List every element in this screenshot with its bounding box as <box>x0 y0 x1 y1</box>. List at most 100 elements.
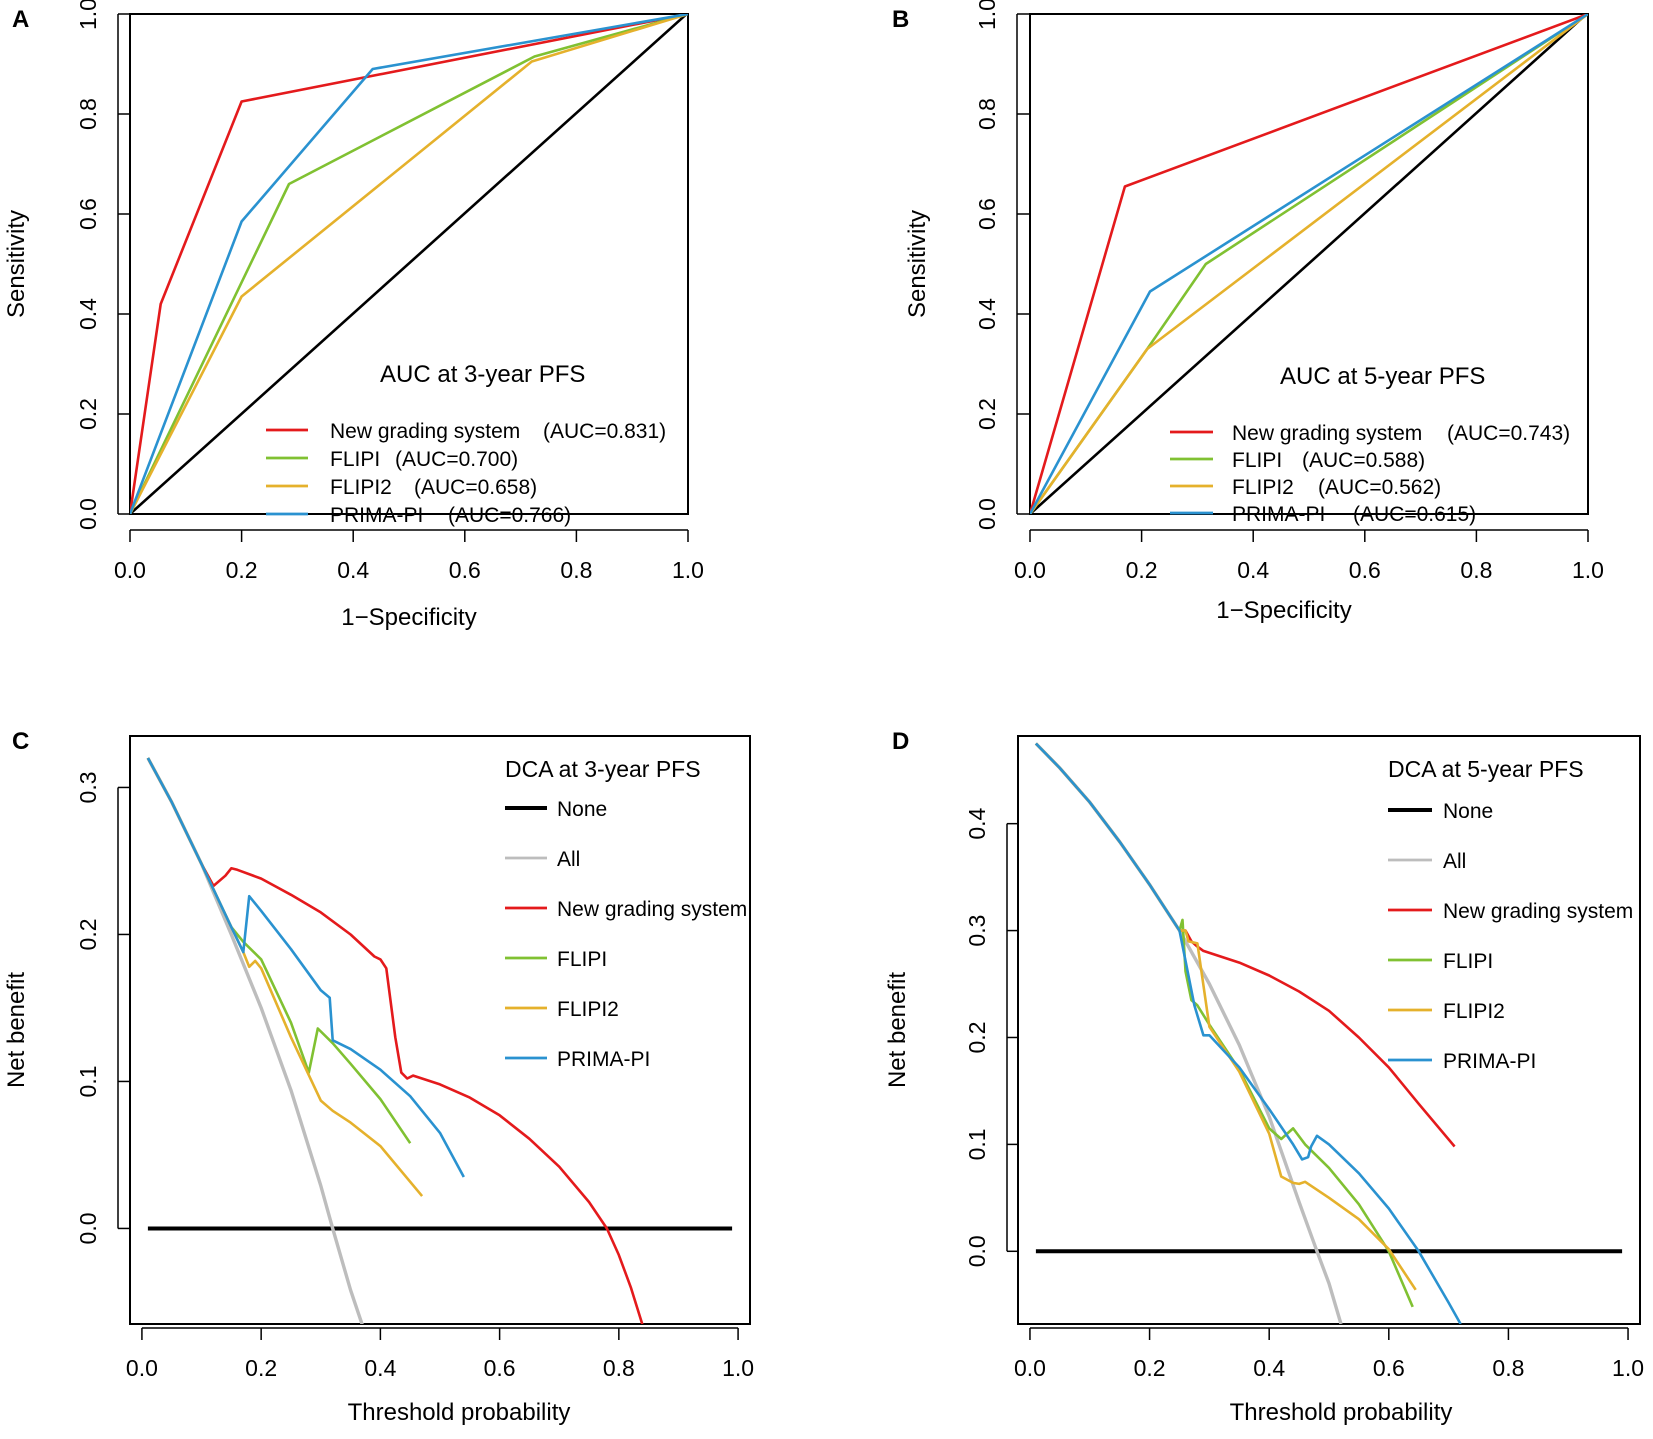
x-tick-label: 0.0 <box>114 557 146 583</box>
y-axis-title: Sensitivity <box>3 210 30 318</box>
x-tick-label: 0.2 <box>226 557 258 583</box>
x-tick-label: 1.0 <box>672 557 704 583</box>
legend-label: FLIPI2 <box>1232 476 1294 499</box>
x-tick-label: 0.0 <box>126 1355 158 1381</box>
legend-label: PRIMA-PI <box>330 504 423 527</box>
x-tick-label: 0.6 <box>1349 557 1381 583</box>
legend-auc: (AUC=0.831) <box>543 420 666 443</box>
panel-a: A 0.0 0.2 0.4 0.6 0.8 1.0 0.0 0.2 0.4 0.6 0.8 1.0 1−S… <box>3 0 704 631</box>
legend-label: All <box>1443 850 1466 873</box>
series-line-flipi2 <box>1030 14 1588 514</box>
legend-label: New grading system <box>330 420 520 443</box>
legend-label: PRIMA-PI <box>1443 1050 1536 1073</box>
y-tick-label: 0.2 <box>974 398 1000 430</box>
panel-d: D 0.0 0.2 0.4 0.6 0.8 1.0 0.0 0.1 0.2 0.3 0.4 Thresh… <box>884 728 1644 1426</box>
x-tick-label: 0.2 <box>1134 1355 1166 1381</box>
x-tick-label: 0.2 <box>245 1355 277 1381</box>
y-tick-label: 0.0 <box>964 1235 990 1267</box>
y-axis-title: Net benefit <box>884 972 911 1088</box>
y-tick-label: 0.2 <box>75 918 101 950</box>
x-tick-label: 0.6 <box>1373 1355 1405 1381</box>
series-line-prima-pi <box>130 14 688 514</box>
x-tick-label: 0.8 <box>560 557 592 583</box>
x-tick-label: 0.4 <box>1253 1355 1285 1381</box>
legend-label: None <box>1443 800 1493 823</box>
x-axis-title: 1−Specificity <box>341 604 476 631</box>
legend-label: New grading system <box>557 898 747 921</box>
x-axis-title: Threshold probability <box>348 1399 571 1426</box>
legend-auc: (AUC=0.743) <box>1447 422 1570 445</box>
x-tick-label: 1.0 <box>722 1355 754 1381</box>
y-tick-label: 0.3 <box>75 771 101 803</box>
x-tick-label: 0.0 <box>1014 1355 1046 1381</box>
legend-label: None <box>557 798 607 821</box>
legend-label: FLIPI2 <box>330 476 392 499</box>
x-tick-label: 0.8 <box>1492 1355 1524 1381</box>
series-line-prima-pi <box>146 757 465 1178</box>
plot-frame <box>1029 13 1589 515</box>
legend-label: FLIPI <box>1443 950 1493 973</box>
y-axis-title: Sensitivity <box>904 210 931 318</box>
x-tick-label: 0.2 <box>1126 557 1158 583</box>
reference-diagonal <box>1030 14 1588 514</box>
series-line-flipi <box>1034 742 1414 1308</box>
x-tick-label: 0.4 <box>364 1355 396 1381</box>
legend-auc: (AUC=0.766) <box>448 504 571 527</box>
panel-letter: B <box>892 6 909 33</box>
series-line-new-grading-system <box>146 757 644 1324</box>
y-tick-label: 0.6 <box>974 198 1000 230</box>
y-tick-label: 0.2 <box>75 398 101 430</box>
x-tick-label: 0.6 <box>484 1355 516 1381</box>
y-tick-label: 0.4 <box>964 807 990 839</box>
x-tick-label: 0.6 <box>449 557 481 583</box>
legend-label: FLIPI2 <box>1443 1000 1505 1023</box>
legend-label: New grading system <box>1443 900 1633 923</box>
series-line-flipi2 <box>130 14 688 514</box>
plot-frame <box>129 13 689 515</box>
plot-frame <box>129 735 751 1325</box>
y-tick-label: 0.6 <box>75 198 101 230</box>
legend-label: FLIPI <box>330 448 380 471</box>
legend-title: DCA at 5-year PFS <box>1388 756 1584 782</box>
legend-auc: (AUC=0.658) <box>414 476 537 499</box>
legend-label: PRIMA-PI <box>1232 503 1325 526</box>
y-tick-label: 0.0 <box>974 498 1000 530</box>
chart-title: AUC at 5-year PFS <box>1280 363 1485 390</box>
series-line-prima-pi <box>1030 14 1588 514</box>
y-tick-label: 0.4 <box>75 298 101 330</box>
legend-label: New grading system <box>1232 422 1422 445</box>
series-line-new-grading-system <box>130 14 688 514</box>
x-axis-title: 1−Specificity <box>1216 597 1351 624</box>
y-tick-label: 1.0 <box>974 0 1000 30</box>
legend-title: DCA at 3-year PFS <box>505 756 701 782</box>
legend-auc: (AUC=0.588) <box>1302 449 1425 472</box>
y-tick-label: 0.2 <box>964 1021 990 1053</box>
x-tick-label: 0.4 <box>337 557 369 583</box>
series-line-flipi <box>130 14 688 514</box>
legend-label: PRIMA-PI <box>557 1048 650 1071</box>
x-tick-label: 1.0 <box>1572 557 1604 583</box>
y-tick-label: 1.0 <box>75 0 101 30</box>
y-tick-label: 0.0 <box>75 1212 101 1244</box>
x-tick-label: 0.8 <box>1460 557 1492 583</box>
series-line-flipi2 <box>146 757 424 1197</box>
x-tick-label: 0.8 <box>603 1355 635 1381</box>
series-line-prima-pi <box>1034 742 1462 1324</box>
y-tick-label: 0.3 <box>964 915 990 947</box>
y-tick-label: 0.1 <box>964 1128 990 1160</box>
panel-letter: A <box>12 6 29 33</box>
legend-label: FLIPI <box>557 948 607 971</box>
y-tick-label: 0.8 <box>974 98 1000 130</box>
legend-auc: (AUC=0.700) <box>395 448 518 471</box>
series-line-new-grading-system <box>1030 14 1588 514</box>
panel-b: B 0.0 0.2 0.4 0.6 0.8 1.0 0.0 0.2 0.4 0.6 0.8 1.0 1−S… <box>892 0 1604 624</box>
legend-label: FLIPI2 <box>557 998 619 1021</box>
x-tick-label: 0.4 <box>1237 557 1269 583</box>
x-axis-title: Threshold probability <box>1230 1399 1453 1426</box>
plot-frame <box>1017 735 1641 1325</box>
y-tick-label: 0.8 <box>75 98 101 130</box>
panel-letter: D <box>892 728 909 755</box>
chart-title: AUC at 3-year PFS <box>380 361 585 388</box>
x-tick-label: 1.0 <box>1612 1355 1644 1381</box>
